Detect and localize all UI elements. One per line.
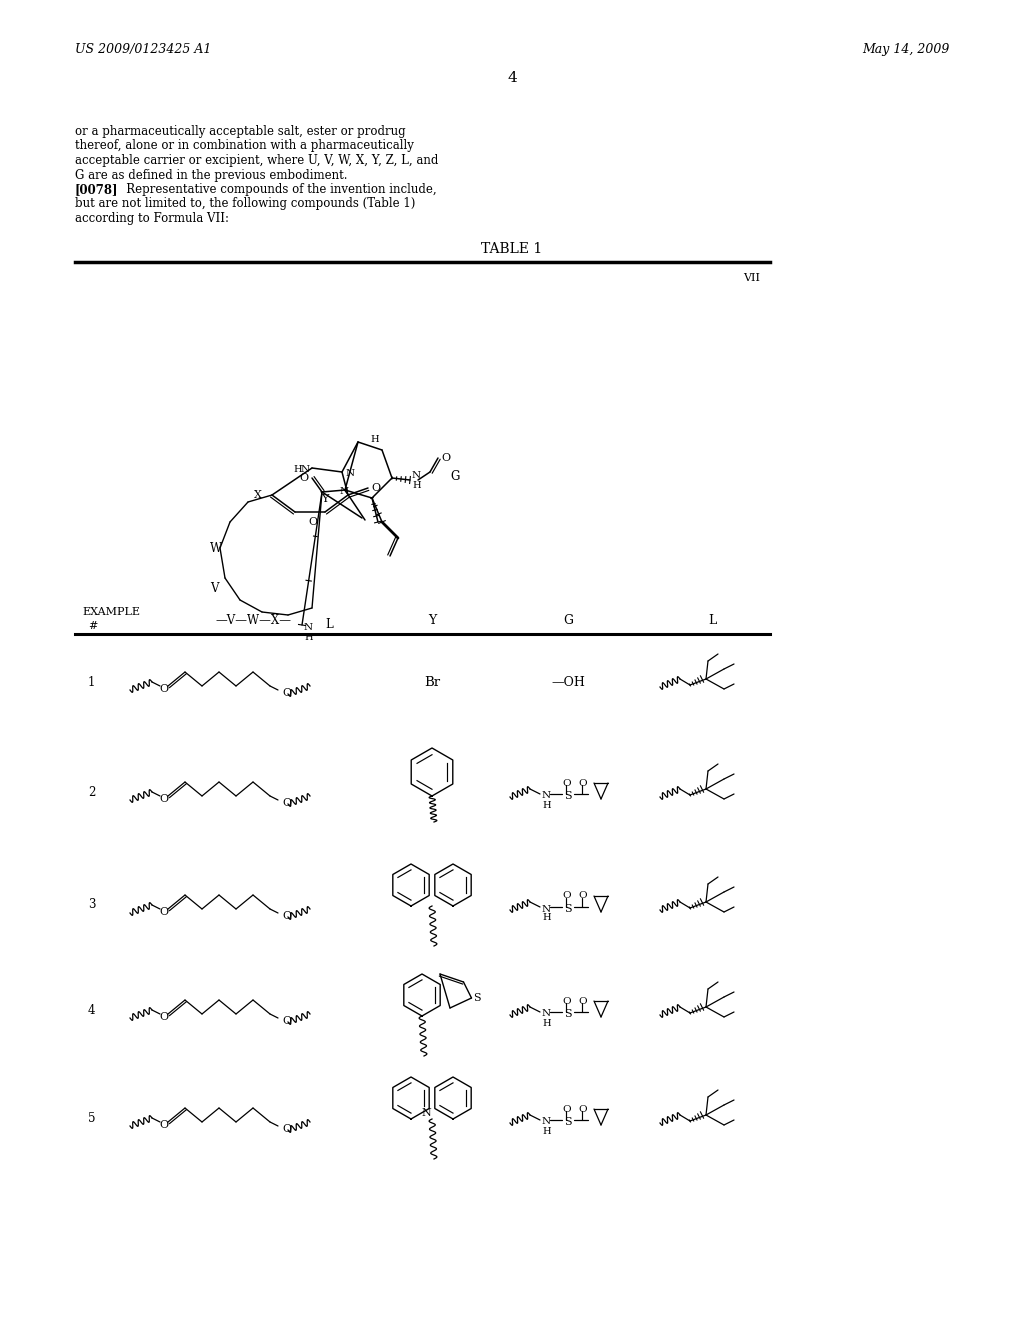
Text: H: H [542, 1019, 551, 1027]
Text: N: N [421, 1107, 431, 1118]
Text: O: O [562, 891, 570, 900]
Text: acceptable carrier or excipient, where U, V, W, X, Y, Z, L, and: acceptable carrier or excipient, where U… [75, 154, 438, 168]
Text: O: O [160, 684, 169, 694]
Text: Y: Y [322, 494, 329, 504]
Text: V: V [210, 582, 218, 594]
Text: according to Formula VII:: according to Formula VII: [75, 213, 229, 224]
Text: O: O [578, 779, 587, 788]
Text: O: O [578, 891, 587, 900]
Text: TABLE 1: TABLE 1 [481, 242, 543, 256]
Text: H: H [304, 632, 312, 642]
Text: O: O [562, 997, 570, 1006]
Text: O: O [160, 795, 169, 804]
Text: 5: 5 [88, 1111, 95, 1125]
Text: O: O [578, 997, 587, 1006]
Text: Representative compounds of the invention include,: Representative compounds of the inventio… [115, 183, 436, 195]
Text: N: N [301, 465, 310, 474]
Text: O: O [441, 453, 451, 463]
Text: N: N [346, 469, 355, 478]
Text: O: O [578, 1105, 587, 1114]
Text: 2: 2 [88, 785, 95, 799]
Text: N: N [304, 623, 313, 631]
Text: O: O [562, 1105, 570, 1114]
Text: —V—W—X—: —V—W—X— [215, 614, 291, 627]
Text: H: H [370, 436, 379, 445]
Text: L: L [325, 619, 333, 631]
Text: S: S [564, 1117, 571, 1127]
Text: N: N [412, 471, 421, 480]
Text: [0078]: [0078] [75, 183, 119, 195]
Text: thereof, alone or in combination with a pharmaceutically: thereof, alone or in combination with a … [75, 140, 414, 153]
Text: N: N [542, 792, 551, 800]
Text: May 14, 2009: May 14, 2009 [862, 44, 950, 57]
Text: N: N [542, 1118, 551, 1126]
Text: US 2009/0123425 A1: US 2009/0123425 A1 [75, 44, 211, 57]
Text: but are not limited to, the following compounds (Table 1): but are not limited to, the following co… [75, 198, 416, 210]
Text: O: O [283, 911, 292, 921]
Text: O: O [308, 517, 317, 527]
Text: H: H [542, 800, 551, 809]
Text: H: H [542, 913, 551, 923]
Text: X: X [254, 490, 262, 500]
Text: H: H [412, 482, 421, 491]
Text: O: O [371, 483, 380, 492]
Text: O: O [283, 688, 292, 698]
Text: O: O [283, 799, 292, 808]
Text: 1: 1 [88, 676, 95, 689]
Text: O: O [283, 1125, 292, 1134]
Text: #: # [88, 620, 97, 631]
Text: H: H [542, 1126, 551, 1135]
Text: O: O [160, 907, 169, 917]
Text: L: L [708, 614, 716, 627]
Text: Y: Y [428, 614, 436, 627]
Text: S: S [564, 791, 571, 801]
Text: 3: 3 [88, 899, 95, 912]
Text: —OH: —OH [551, 676, 585, 689]
Text: S: S [564, 904, 571, 913]
Text: O: O [299, 473, 308, 483]
Text: N: N [339, 487, 348, 496]
Text: G are as defined in the previous embodiment.: G are as defined in the previous embodim… [75, 169, 347, 181]
Text: 4: 4 [88, 1003, 95, 1016]
Text: G: G [563, 614, 573, 627]
Text: or a pharmaceutically acceptable salt, ester or prodrug: or a pharmaceutically acceptable salt, e… [75, 125, 406, 139]
Text: O: O [283, 1016, 292, 1026]
Text: Br: Br [424, 676, 440, 689]
Text: O: O [160, 1119, 169, 1130]
Text: EXAMPLE: EXAMPLE [82, 607, 140, 616]
Text: O: O [562, 779, 570, 788]
Text: G: G [450, 470, 460, 483]
Text: H: H [294, 465, 302, 474]
Text: S: S [564, 1008, 571, 1019]
Text: S: S [473, 993, 481, 1003]
Text: VII: VII [743, 273, 760, 282]
Text: N: N [542, 1010, 551, 1019]
Text: N: N [542, 904, 551, 913]
Text: O: O [160, 1012, 169, 1022]
Text: 4: 4 [507, 71, 517, 84]
Text: W: W [210, 541, 222, 554]
